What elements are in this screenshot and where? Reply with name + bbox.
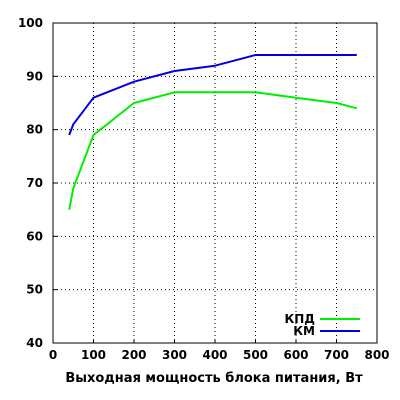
legend-label: КПД: [284, 312, 315, 326]
x-tick-label: 300: [162, 348, 187, 362]
y-tick-label: 70: [26, 176, 43, 190]
series-lines: [68, 54, 358, 210]
y-tick-label: 80: [26, 123, 43, 137]
x-tick-label: 400: [202, 348, 227, 362]
y-tick-label: 60: [26, 229, 43, 243]
tick-labels: 0 100 200 300 400 500 600 700 800 40 50 60 70 80 90 100: [18, 16, 390, 362]
x-tick-label: 200: [121, 348, 146, 362]
y-tick-label: 40: [26, 336, 43, 350]
x-tick-label: 100: [81, 348, 106, 362]
legend-label: КМ: [293, 324, 315, 338]
x-axis-title: Выходная мощность блока питания, Вт: [65, 371, 363, 386]
x-tick-label: 0: [49, 348, 57, 362]
x-tick-label: 800: [364, 348, 389, 362]
x-tick-label: 500: [243, 348, 268, 362]
y-tick-label: 50: [26, 283, 43, 297]
series-line-2: [68, 54, 357, 136]
y-tick-label: 90: [26, 69, 43, 83]
axes: [52, 22, 378, 344]
x-tick-label: 600: [283, 348, 308, 362]
series-line-1: [68, 91, 358, 210]
x-tick-label: 700: [324, 348, 349, 362]
grid: [53, 23, 377, 343]
y-tick-label: 100: [18, 16, 43, 30]
